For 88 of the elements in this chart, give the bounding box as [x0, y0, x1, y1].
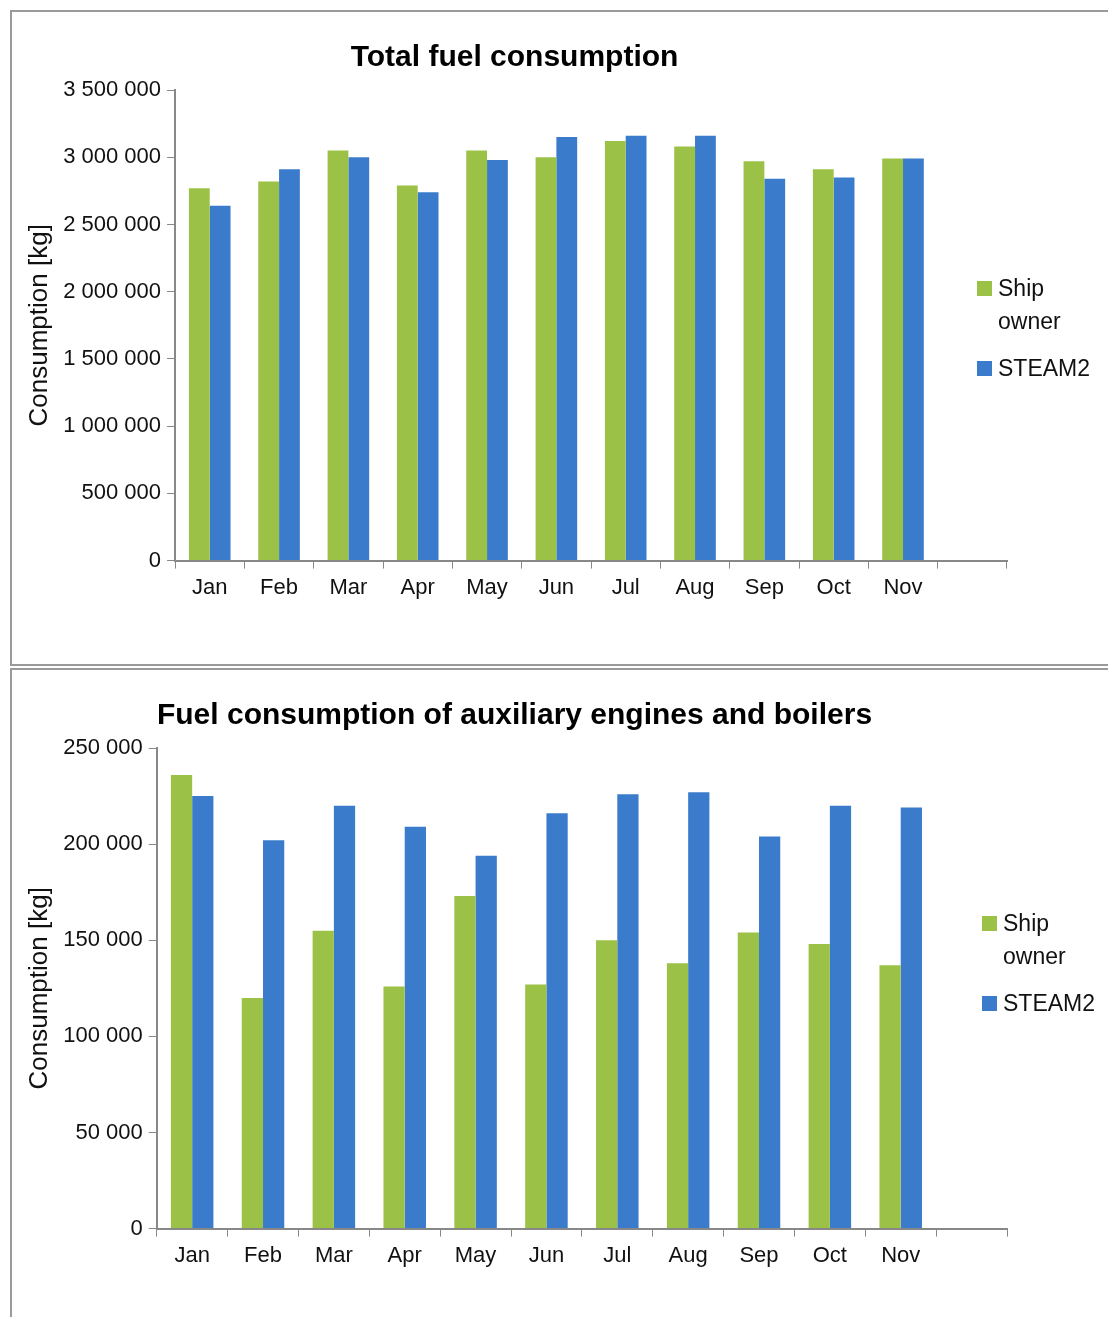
y-tick-label: 2 000 000: [63, 277, 162, 303]
legend-label: STEAM2: [1003, 989, 1096, 1018]
bar: [900, 807, 922, 1229]
bar: [192, 796, 214, 1229]
x-tick-label: Jun: [538, 573, 575, 599]
x-tick-label: Mar: [314, 1241, 353, 1267]
bar: [829, 805, 852, 1229]
x-tick-label: Jan: [174, 1241, 210, 1267]
x-tick-label: May: [466, 573, 508, 599]
x-tick-label: Apr: [400, 573, 435, 599]
bar: [743, 161, 765, 561]
bar: [879, 965, 901, 1229]
bar: [674, 146, 696, 561]
bar: [833, 177, 855, 561]
bar: [617, 794, 639, 1229]
y-tick-label: 0: [148, 546, 162, 572]
y-tick-label: 50 000: [75, 1118, 143, 1144]
bar: [454, 896, 476, 1229]
x-tick-label: Feb: [244, 1241, 282, 1267]
bar: [535, 157, 557, 561]
bar: [903, 158, 924, 561]
bar: [263, 840, 285, 1229]
y-tick-label: 500 000: [81, 479, 162, 505]
bar: [764, 178, 786, 561]
bar: [525, 984, 547, 1229]
x-tick-label: Jun: [528, 1241, 565, 1267]
x-tick-label: Sep: [739, 1241, 779, 1267]
bar: [417, 192, 439, 561]
bar: [404, 826, 426, 1229]
x-tick-label: Aug: [675, 573, 715, 599]
bar: [209, 205, 231, 561]
bar: [396, 185, 418, 561]
y-tick-label: 150 000: [63, 926, 143, 952]
bar: [383, 986, 405, 1229]
y-tick-label: 0: [130, 1214, 143, 1240]
bar: [812, 169, 834, 561]
bar: [333, 805, 356, 1229]
y-tick-label: 200 000: [63, 830, 143, 856]
y-tick-label: 1 000 000: [63, 412, 162, 438]
bar: [466, 150, 488, 561]
bar: [625, 135, 647, 561]
y-tick-label: 2 500 000: [63, 210, 162, 236]
bar: [556, 137, 578, 561]
bar: [604, 141, 626, 561]
x-tick-label: Nov: [883, 573, 923, 599]
y-axis-title: Consumption [kg]: [22, 887, 53, 1090]
bar: [170, 774, 193, 1229]
bar: [279, 169, 300, 561]
x-tick-label: Mar: [329, 573, 368, 599]
bar: [695, 135, 716, 561]
bar: [808, 944, 830, 1229]
bar: [759, 836, 781, 1229]
bar: [688, 792, 710, 1229]
legend-label: Ship owner: [1003, 909, 1067, 971]
bar: [546, 813, 568, 1229]
x-tick-label: Oct: [812, 1241, 847, 1267]
bar: [882, 158, 904, 561]
y-tick-label: 3 000 000: [63, 143, 162, 169]
x-tick-label: Apr: [387, 1241, 422, 1267]
x-tick-label: Feb: [260, 573, 299, 599]
bar: [737, 932, 759, 1229]
x-tick-label: May: [454, 1241, 497, 1267]
x-tick-label: Jul: [611, 573, 640, 599]
x-tick-label: Jul: [603, 1241, 632, 1267]
bar: [666, 963, 689, 1229]
bar: [241, 997, 264, 1229]
bar: [188, 188, 210, 561]
legend-label: STEAM2: [998, 354, 1091, 383]
bar: [327, 150, 349, 561]
legend-label: Ship owner: [998, 274, 1062, 336]
bar: [475, 855, 497, 1229]
bar: [258, 181, 280, 561]
bar: [487, 159, 508, 561]
x-tick-label: Sep: [744, 573, 784, 599]
bar: [312, 930, 334, 1229]
y-tick-label: 3 500 000: [63, 76, 162, 102]
chart-title: Fuel consumption of auxiliary engines and boilers: [156, 697, 873, 731]
x-tick-label: Oct: [816, 573, 851, 599]
bar: [596, 940, 618, 1229]
x-tick-label: Nov: [881, 1241, 921, 1267]
x-tick-label: Aug: [668, 1241, 708, 1267]
chart-title: Total fuel consumption: [350, 39, 679, 73]
y-axis-title: Consumption [kg]: [22, 224, 53, 427]
y-tick-label: 100 000: [63, 1022, 143, 1048]
x-tick-label: Jan: [191, 573, 228, 599]
bar: [348, 157, 370, 561]
y-tick-label: 250 000: [63, 734, 143, 760]
y-tick-label: 1 500 000: [63, 344, 162, 370]
